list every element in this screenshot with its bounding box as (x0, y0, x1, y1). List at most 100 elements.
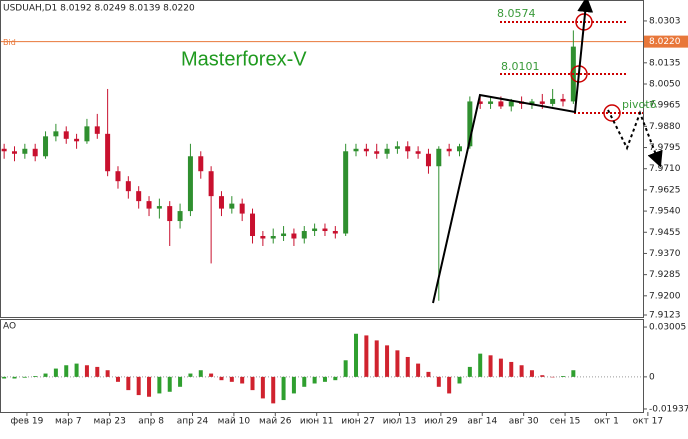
candle-body (425, 153, 431, 167)
wave-line (432, 0, 594, 304)
x-tick-label: окт 1 (594, 417, 619, 427)
y-tick-label: 7.9710 (649, 164, 681, 174)
y-tick-label: 7.9285 (649, 270, 681, 280)
candle-body (281, 233, 287, 237)
candle-body (405, 146, 411, 152)
ao-bar (157, 376, 162, 394)
ao-bar (333, 376, 338, 381)
bid-label: Bid (3, 38, 16, 47)
bid-box (644, 35, 688, 48)
candle-body (343, 151, 349, 234)
ao-bar (22, 376, 27, 378)
ao-bar (457, 376, 462, 384)
ao-bar (571, 370, 576, 377)
candle-body (539, 101, 545, 104)
ao-bar (43, 373, 48, 377)
candle-body (312, 228, 318, 232)
ao-bar (467, 366, 472, 377)
candle-body (22, 148, 28, 154)
ao-bar (395, 350, 400, 377)
y-tick-label: 8.0135 (649, 58, 681, 68)
ao-bar (374, 340, 379, 377)
x-tick-label: мар 7 (55, 417, 82, 427)
candle-body (74, 138, 80, 142)
candle-body (156, 206, 162, 209)
candle-body (53, 131, 59, 137)
y-tick-label: 7.9200 (649, 291, 681, 301)
ao-bar (405, 356, 410, 377)
candle-body (270, 236, 276, 239)
ao-bar (498, 358, 503, 377)
ao-bar (33, 376, 38, 377)
ao-bar (447, 376, 452, 394)
ao-bar (53, 368, 58, 377)
candle-body (84, 126, 90, 142)
ao-bar (436, 376, 441, 387)
candle-body (187, 156, 193, 212)
candle-body (436, 148, 442, 167)
y-tick-label: 7.9880 (649, 122, 681, 132)
ao-bar (550, 376, 555, 378)
x-tick-label: май 26 (259, 417, 292, 427)
ao-bar (385, 345, 390, 377)
candle-body (332, 231, 338, 234)
y-tick-label: -0.01937 (649, 404, 688, 414)
bid-value: 8.0220 (649, 37, 681, 47)
ao-bar (178, 376, 183, 387)
y-tick-label: 7.9123 (649, 311, 681, 321)
candle-body (363, 148, 369, 152)
candle-body (63, 131, 69, 139)
candle-body (394, 146, 400, 149)
x-tick-label: сен 15 (550, 417, 581, 427)
candle-body (198, 156, 204, 172)
candle-body (208, 171, 214, 197)
candle-body (498, 101, 504, 107)
candle-body (374, 151, 380, 154)
ao-bar (519, 365, 524, 377)
candle-body (115, 171, 121, 182)
candle-body (384, 148, 390, 154)
forecast-line (607, 109, 663, 168)
ao-bar (488, 355, 493, 377)
candle-body (415, 151, 421, 154)
candle-body (488, 101, 494, 104)
y-tick-label: 0 (649, 372, 655, 382)
ao-bar (509, 361, 514, 377)
ao-bar (322, 376, 327, 382)
candle-body (229, 203, 235, 209)
candle-body (301, 231, 307, 239)
candle-body (94, 126, 100, 134)
ao-bar (167, 376, 172, 392)
target-label: 8.0101 (501, 60, 540, 73)
y-tick-label: 8.0050 (649, 79, 681, 89)
x-tick-label: июл 13 (383, 417, 417, 427)
ao-bar (478, 353, 483, 377)
target-label: 8.0574 (497, 7, 536, 20)
candle-body (1, 148, 7, 152)
candle-body (353, 148, 359, 152)
annotations: Masterforex-V 8.0574 8.0101 pivot6 (181, 0, 663, 304)
ao-bar (95, 366, 100, 377)
ao-bar (302, 376, 307, 387)
candle-body (167, 206, 173, 222)
pivot-label: pivot6 (622, 98, 657, 111)
ao-bar (198, 370, 203, 377)
candle-body (32, 148, 38, 157)
ao-bar (74, 363, 79, 377)
y-tick-label: 0.03005 (649, 323, 686, 333)
candle-body (260, 236, 266, 239)
y-tick-label: 7.9625 (649, 185, 681, 195)
x-tick-label: окт 17 (633, 417, 664, 427)
candle-body (477, 101, 483, 104)
candle-body (218, 196, 224, 209)
x-tick-label: июн 27 (341, 417, 375, 427)
x-tick-label: май 10 (218, 417, 251, 427)
x-tick-label: фев 19 (10, 417, 43, 427)
x-tick-label: мар 23 (94, 417, 126, 427)
y-tick-label: 7.9965 (649, 101, 681, 111)
ao-bar (281, 376, 286, 401)
price-pane (0, 0, 644, 318)
ao-bar (416, 363, 421, 377)
ao-bar (354, 333, 359, 377)
